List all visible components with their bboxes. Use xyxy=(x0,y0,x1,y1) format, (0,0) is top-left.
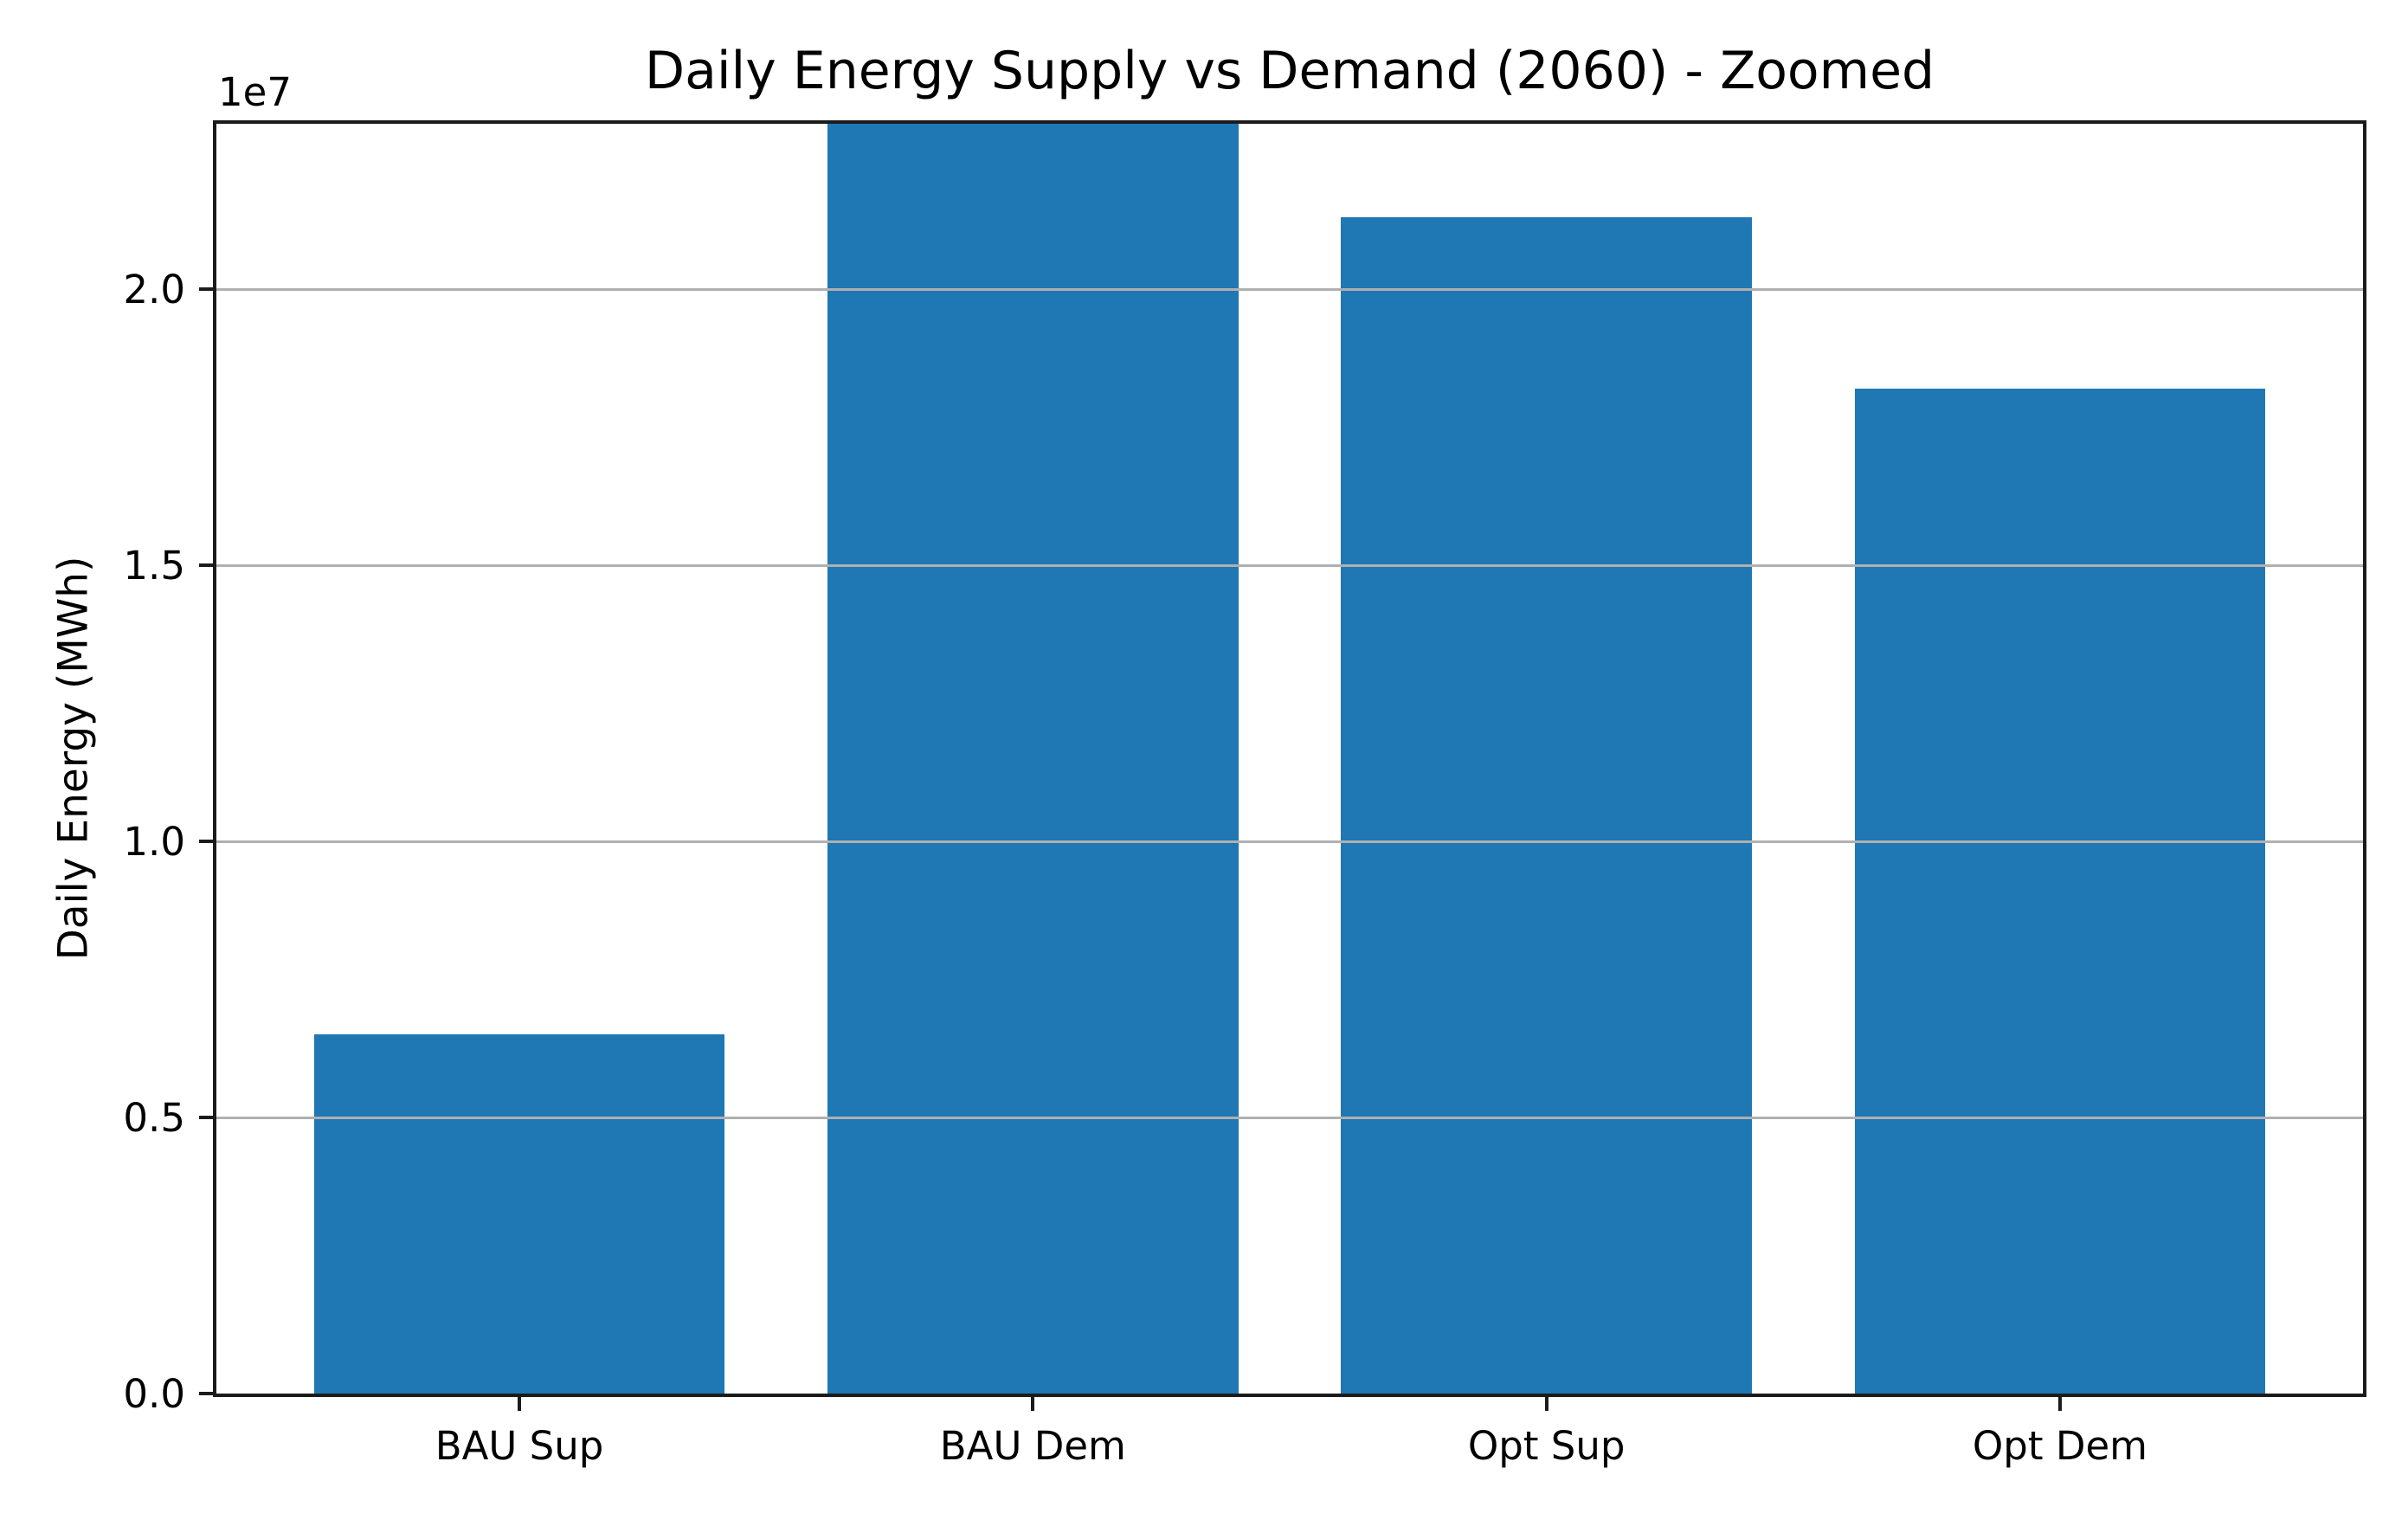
y-tick-label-0.5: 0.5 xyxy=(123,1095,185,1142)
x-tick-mark-bau-dem xyxy=(1031,1397,1035,1411)
gridline-y-1.0 xyxy=(216,840,2363,843)
x-tick-label-bau-sup: BAU Sup xyxy=(435,1423,604,1469)
plot-area xyxy=(213,120,2366,1397)
gridline-y-0.5 xyxy=(216,1116,2363,1119)
y-tick-mark-0.0 xyxy=(199,1392,213,1395)
y-axis-offset-label: 1e7 xyxy=(218,69,292,115)
y-tick-label-1.5: 1.5 xyxy=(123,543,185,589)
y-axis-label: Daily Energy (MWh) xyxy=(49,556,98,961)
bar-bau-sup xyxy=(313,1034,725,1394)
y-tick-mark-0.5 xyxy=(199,1116,213,1120)
x-tick-label-opt-dem: Opt Dem xyxy=(1972,1423,2147,1469)
x-tick-mark-opt-sup xyxy=(1544,1397,1548,1411)
x-tick-mark-bau-sup xyxy=(518,1397,522,1411)
y-tick-label-1.0: 1.0 xyxy=(123,819,185,866)
y-tick-mark-2.0 xyxy=(199,287,213,292)
x-tick-mark-opt-dem xyxy=(2057,1397,2062,1411)
y-tick-label-0.0: 0.0 xyxy=(123,1371,185,1417)
chart-title: Daily Energy Supply vs Demand (2060) - Z… xyxy=(644,41,1935,101)
y-tick-label-2.0: 2.0 xyxy=(123,267,185,313)
gridline-y-2.0 xyxy=(216,287,2363,291)
bar-opt-dem xyxy=(1854,389,2266,1394)
gridline-y-1.5 xyxy=(216,563,2363,567)
bar-opt-sup xyxy=(1341,217,1752,1394)
y-tick-mark-1.5 xyxy=(199,563,213,568)
x-tick-label-bau-dem: BAU Dem xyxy=(939,1423,1126,1469)
y-tick-mark-1.0 xyxy=(199,840,213,844)
bar-bau-dem xyxy=(827,124,1239,1394)
x-tick-label-opt-sup: Opt Sup xyxy=(1467,1423,1626,1469)
